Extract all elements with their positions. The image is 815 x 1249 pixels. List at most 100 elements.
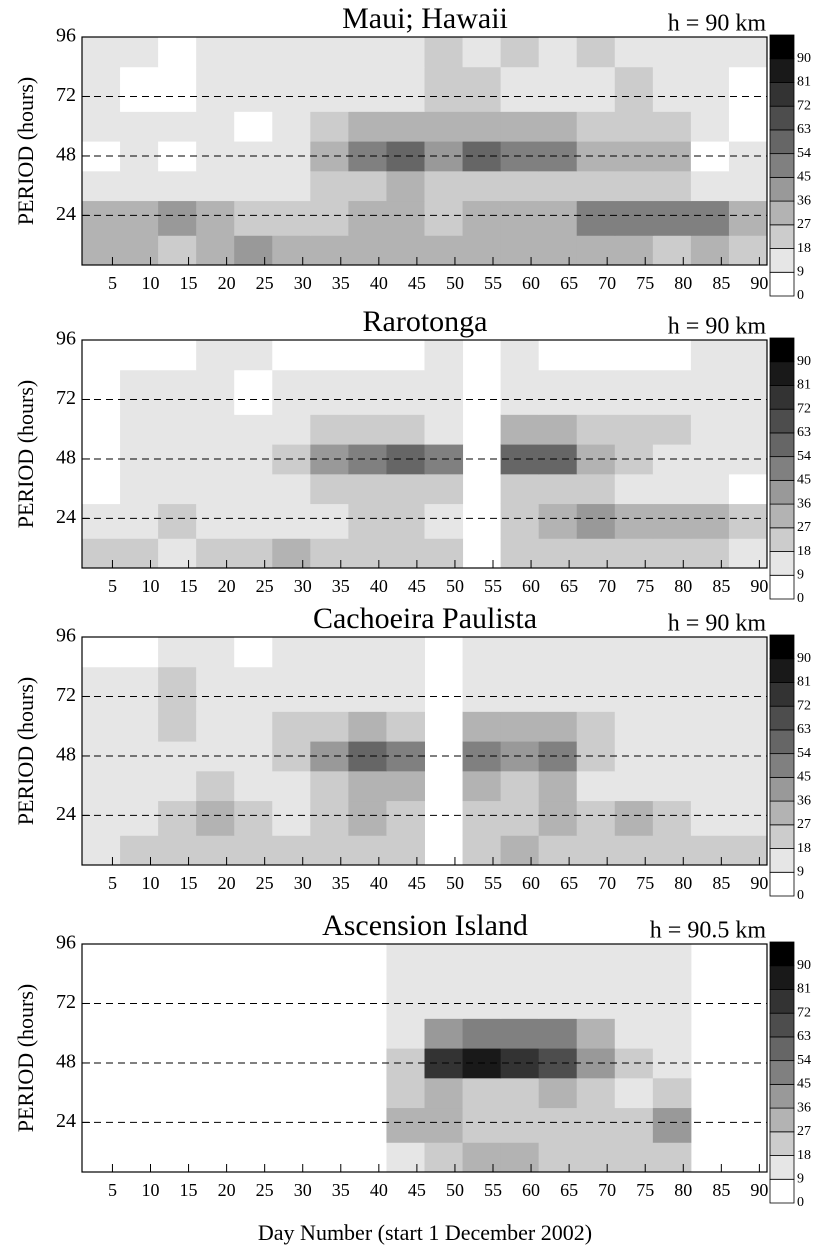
x-tick-label: 10: [142, 873, 160, 893]
heat-cell: [386, 800, 425, 836]
heat-cell: [158, 235, 197, 266]
heat-cell: [272, 538, 311, 569]
colorbar-box: [769, 551, 795, 576]
x-tick-label: 5: [108, 576, 117, 596]
heat-cell: [728, 637, 768, 668]
colorbar-box: [769, 989, 795, 1014]
colorbar-box: [769, 1131, 795, 1156]
colorbar-label: 54: [797, 449, 811, 464]
heat-cell: [652, 200, 692, 236]
heat-cell: [424, 66, 464, 112]
heat-cell: [500, 944, 540, 975]
heat-cell: [614, 37, 654, 68]
heat-cell: [424, 1142, 464, 1173]
panel-title: Maui; Hawaii: [342, 2, 508, 35]
heat-cell: [310, 170, 349, 202]
colorbar-box: [769, 408, 795, 434]
heat-cell: [728, 37, 768, 68]
heat-cell: [576, 1077, 616, 1109]
colorbar-box: [769, 248, 795, 273]
colorbar-box: [769, 800, 795, 826]
x-tick-label: 70: [598, 873, 616, 893]
x-tick-label: 45: [408, 576, 426, 596]
heat-cell: [196, 711, 235, 742]
heat-cell: [614, 503, 654, 539]
colorbar-label: 90: [797, 354, 811, 369]
heat-cell: [386, 170, 425, 202]
x-tick-label: 65: [560, 273, 578, 293]
heat-cell: [386, 200, 425, 236]
y-tick-label: 24: [56, 506, 76, 528]
heat-cell: [614, 711, 654, 742]
heat-cell: [728, 200, 768, 236]
heat-cell: [386, 1142, 425, 1173]
heat-cell: [196, 666, 235, 712]
heat-cell: [538, 1142, 578, 1173]
heat-cell: [462, 637, 502, 668]
heat-cell: [196, 800, 235, 836]
y-tick-label: 96: [56, 328, 76, 350]
heat-cell: [386, 369, 425, 415]
colorbar-box: [769, 729, 795, 755]
heat-cell: [690, 666, 730, 712]
heat-cell: [424, 538, 464, 569]
heat-cell: [120, 141, 159, 172]
colorbar-label: 90: [797, 958, 811, 973]
heat-cell: [728, 170, 768, 202]
heat-cell: [310, 800, 349, 836]
colorbar-label: 18: [797, 544, 811, 559]
heat-cell: [348, 111, 387, 142]
heat-cell: [500, 170, 540, 202]
colorbar-box: [769, 634, 795, 660]
heat-cell: [82, 200, 121, 236]
heat-cell: [386, 235, 425, 266]
heat-cell: [424, 503, 464, 539]
heat-cell: [652, 666, 692, 712]
y-tick-label: 48: [56, 744, 76, 766]
heat-cell: [652, 538, 692, 569]
heat-cell: [538, 1018, 578, 1049]
colorbar-label: 36: [797, 496, 811, 511]
heat-cell: [538, 538, 578, 569]
x-tick-label: 70: [598, 576, 616, 596]
heat-cell: [728, 538, 768, 569]
heat-cell: [652, 473, 692, 505]
heat-cell: [500, 200, 540, 236]
colorbar-box: [769, 82, 795, 107]
heat-cell: [500, 37, 540, 68]
heat-cell: [538, 741, 578, 772]
heat-cell: [348, 170, 387, 202]
colorbar-box: [769, 58, 795, 83]
heat-cell: [272, 170, 311, 202]
heat-cell: [576, 66, 616, 112]
colorbar-label: 18: [797, 1148, 811, 1163]
heat-cell: [538, 170, 578, 202]
y-axis-label: PERIOD (hours): [13, 380, 38, 529]
heat-cell: [500, 369, 540, 415]
heat-cell: [82, 637, 121, 668]
heat-cell: [234, 340, 273, 371]
heat-cell: [424, 369, 464, 415]
heat-cell: [462, 1107, 502, 1143]
heat-cell: [652, 1077, 692, 1109]
heat-cell: [120, 200, 159, 236]
heat-cell: [120, 770, 159, 802]
x-tick-label: 75: [636, 873, 654, 893]
heat-cell: [500, 503, 540, 539]
heat-cell: [614, 235, 654, 266]
heat-cell: [576, 973, 616, 1019]
y-tick-label: 72: [56, 387, 76, 409]
heat-cell: [234, 637, 273, 668]
x-tick-label: 20: [218, 273, 236, 293]
x-tick-label: 55: [484, 873, 502, 893]
heat-cell: [728, 473, 768, 505]
heat-cell: [234, 66, 273, 112]
x-tick-label: 15: [180, 576, 198, 596]
heat-cell: [614, 200, 654, 236]
heat-cell: [728, 503, 768, 539]
x-tick-label: 10: [142, 273, 160, 293]
heat-cell: [158, 37, 197, 68]
x-tick-label: 70: [598, 1180, 616, 1200]
heat-cell: [272, 369, 311, 415]
heat-cell: [120, 235, 159, 266]
